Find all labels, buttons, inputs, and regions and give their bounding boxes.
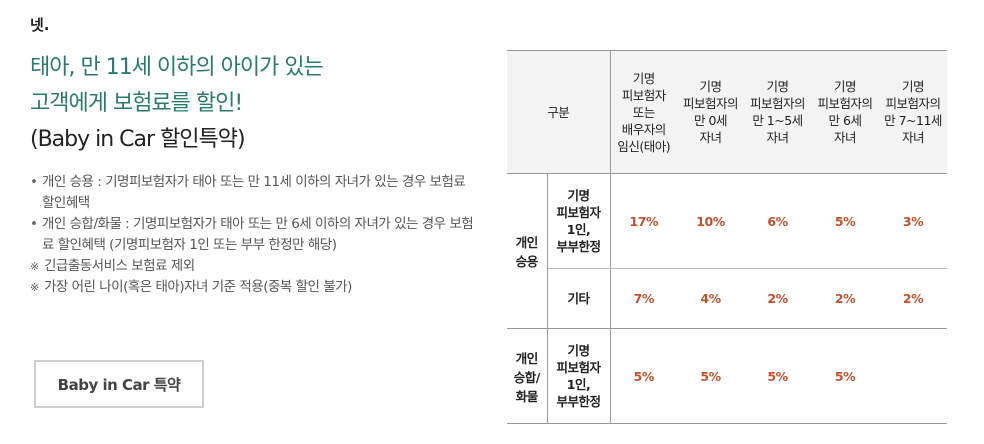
- column-header: 기명 피보험자의 만 6세 자녀: [811, 50, 880, 174]
- table-body: 개인 승용 기명 피보험자 1인, 부부한정 17% 10% 6% 5% 3% 기타 7% 4% 2% 2% 2…: [507, 173, 948, 424]
- rate-cell: 7%: [610, 268, 678, 329]
- note-item: 긴급출동서비스 보험료 제외: [30, 256, 475, 277]
- rate-cell: 5%: [744, 328, 812, 424]
- subcategory-cell: 기명 피보험자 1인, 부부한정: [547, 173, 611, 269]
- category-cell: 개인 승합/화물: [507, 328, 548, 424]
- rate-cell: 5%: [811, 173, 880, 269]
- bullet-item: 개인 승합/화물 : 기명피보험자가 태아 또는 만 6세 이하의 자녀가 있는…: [30, 214, 475, 256]
- table-row: 기타 7% 4% 2% 2% 2%: [507, 268, 948, 329]
- rate-cell: 5%: [677, 328, 745, 424]
- headline-line1: 태아, 만 11세 이하의 아이가 있는: [30, 55, 324, 80]
- rate-cell: 2%: [879, 268, 948, 329]
- headline-line2: 고객에게 보험료를 할인!: [30, 91, 243, 116]
- section-number: 넷.: [30, 16, 50, 34]
- baby-in-car-rider-button[interactable]: Baby in Car 특약: [34, 360, 204, 408]
- rate-cell: 6%: [744, 173, 812, 269]
- column-header: 기명 피보험자의 만 0세 자녀: [677, 50, 745, 174]
- subcategory-cell: 기타: [547, 268, 611, 329]
- headline: 태아, 만 11세 이하의 아이가 있는 고객에게 보험료를 할인! (Baby…: [30, 50, 324, 158]
- category-cell: 개인 승용: [507, 173, 548, 329]
- table-row: 개인 승합/화물 기명 피보험자 1인, 부부한정 5% 5% 5% 5%: [507, 328, 948, 424]
- rate-cell: 3%: [879, 173, 948, 269]
- column-header: 기명 피보험자 또는 배우자의 임신(태아): [610, 50, 678, 174]
- rate-cell: 17%: [610, 173, 678, 269]
- headline-line3: (Baby in Car 할인특약): [30, 127, 246, 152]
- note-item: 가장 어린 나이(혹은 태아)자녀 기준 적용(중복 할인 불가): [30, 277, 475, 298]
- bullet-item: 개인 승용 : 기명피보험자가 태아 또는 만 11세 이하의 자녀가 있는 경…: [30, 172, 475, 214]
- rate-cell: 10%: [677, 173, 745, 269]
- benefit-list: 개인 승용 : 기명피보험자가 태아 또는 만 11세 이하의 자녀가 있는 경…: [30, 172, 475, 298]
- rate-cell: 2%: [744, 268, 812, 329]
- table-row: 개인 승용 기명 피보험자 1인, 부부한정 17% 10% 6% 5% 3%: [507, 173, 948, 329]
- column-header: 기명 피보험자의 만 7~11세 자녀: [879, 50, 948, 174]
- header-group: 구분: [507, 50, 611, 174]
- rate-cell: 5%: [811, 328, 880, 424]
- rate-cell: 2%: [811, 268, 880, 329]
- rate-cell: 5%: [610, 328, 678, 424]
- subcategory-cell: 기명 피보험자 1인, 부부한정: [547, 328, 611, 424]
- rate-cell: 4%: [677, 268, 745, 329]
- discount-rate-table: 구분 기명 피보험자 또는 배우자의 임신(태아) 기명 피보험자의 만 0세 자녀 기명 피보…: [507, 50, 948, 424]
- column-header: 기명 피보험자의 만 1~5세 자녀: [744, 50, 812, 174]
- rate-cell: [879, 328, 948, 424]
